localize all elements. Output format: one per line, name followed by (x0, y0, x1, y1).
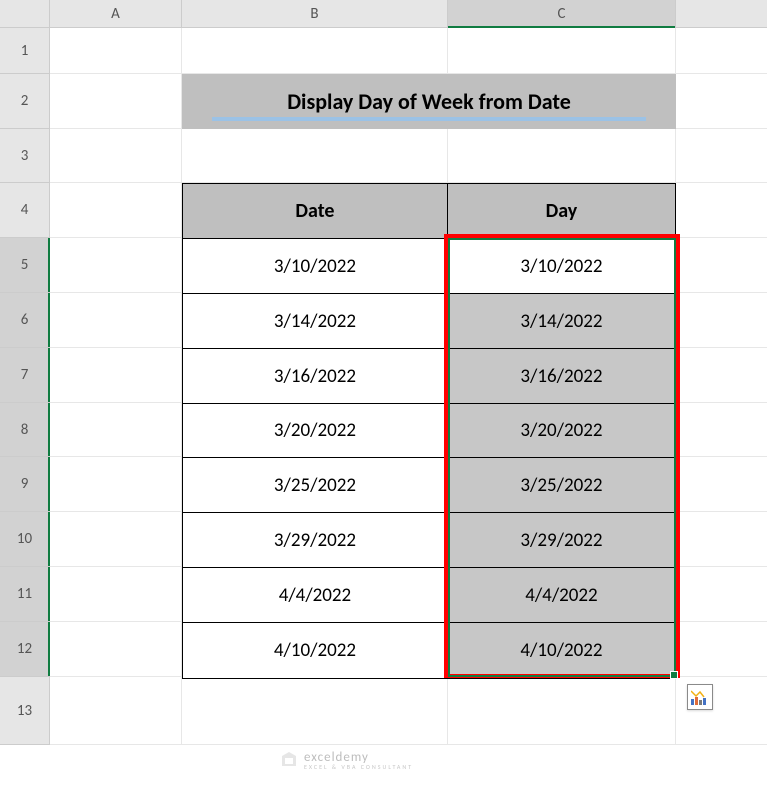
cell-overflow (676, 28, 767, 74)
table-row: 4/10/20224/10/2022 (183, 623, 675, 678)
cell-overflow (676, 238, 767, 293)
row-header-7[interactable]: 7 (0, 348, 50, 403)
row-header-6[interactable]: 6 (0, 293, 50, 348)
quick-analysis-icon (691, 689, 709, 705)
cell-day[interactable]: 4/4/2022 (448, 568, 675, 623)
cell-A5[interactable] (50, 238, 182, 293)
watermark-sub: EXCEL & VBA CONSULTANT (304, 763, 413, 771)
row-header-1[interactable]: 1 (0, 28, 50, 74)
cell-day[interactable]: 3/16/2022 (448, 349, 675, 404)
column-header-overflow (676, 0, 767, 27)
cell-overflow (676, 183, 767, 238)
row-header-5[interactable]: 5 (0, 238, 50, 293)
quick-analysis-button[interactable] (687, 684, 713, 710)
table-body: 3/10/20223/10/20223/14/20223/14/20223/16… (183, 239, 675, 678)
cell-A1[interactable] (50, 28, 182, 74)
table-row: 3/10/20223/10/2022 (183, 239, 675, 294)
cell-day[interactable]: 3/14/2022 (448, 294, 675, 349)
cell-day[interactable]: 3/25/2022 (448, 458, 675, 513)
page-title-text: Display Day of Week from Date (287, 88, 571, 115)
cell-date[interactable]: 3/20/2022 (183, 404, 448, 458)
cell-overflow (676, 74, 767, 129)
column-header-C[interactable]: C (448, 0, 676, 27)
grid-row: 13 (0, 677, 767, 745)
row-header-3[interactable]: 3 (0, 129, 50, 183)
cell-B3[interactable] (182, 129, 448, 183)
cell-date[interactable]: 3/29/2022 (183, 513, 448, 568)
cell-date[interactable]: 3/16/2022 (183, 349, 448, 404)
row-header-4[interactable]: 4 (0, 183, 50, 238)
cell-date[interactable]: 3/25/2022 (183, 458, 448, 513)
cell-A2[interactable] (50, 74, 182, 129)
column-header-A[interactable]: A (50, 0, 182, 27)
col-header-date[interactable]: Date (183, 184, 448, 239)
cell-A12[interactable] (50, 622, 182, 677)
cell-B13[interactable] (182, 677, 448, 745)
table-row: 4/4/20224/4/2022 (183, 568, 675, 623)
cell-C3[interactable] (448, 129, 676, 183)
grid-row: 1 (0, 28, 767, 74)
col-header-day[interactable]: Day (448, 184, 675, 239)
cell-date[interactable]: 4/4/2022 (183, 568, 448, 623)
table-row: 3/14/20223/14/2022 (183, 294, 675, 349)
title-underline (212, 117, 646, 121)
row-header-12[interactable]: 12 (0, 622, 50, 677)
row-header-2[interactable]: 2 (0, 74, 50, 129)
cell-C1[interactable] (448, 28, 676, 74)
spreadsheet: A B C 12345678910111213 Display Day of W… (0, 0, 767, 745)
row-header-13[interactable]: 13 (0, 677, 50, 745)
cell-A3[interactable] (50, 129, 182, 183)
cell-A9[interactable] (50, 457, 182, 512)
cell-A10[interactable] (50, 512, 182, 567)
table-row: 3/20/20223/20/2022 (183, 404, 675, 458)
cell-day[interactable]: 3/29/2022 (448, 513, 675, 568)
cell-overflow (676, 622, 767, 677)
cell-date[interactable]: 4/10/2022 (183, 623, 448, 678)
cell-date[interactable]: 3/10/2022 (183, 239, 448, 294)
cell-A11[interactable] (50, 567, 182, 622)
row-header-10[interactable]: 10 (0, 512, 50, 567)
cell-overflow (676, 129, 767, 183)
cell-overflow (676, 512, 767, 567)
page-title: Display Day of Week from Date (182, 74, 676, 129)
cell-day[interactable]: 3/10/2022 (448, 239, 675, 294)
cell-overflow (676, 403, 767, 457)
data-table: Date Day 3/10/20223/10/20223/14/20223/14… (182, 183, 676, 679)
cell-B1[interactable] (182, 28, 448, 74)
table-header-row: Date Day (183, 184, 675, 239)
cell-A6[interactable] (50, 293, 182, 348)
select-all-corner[interactable] (0, 0, 50, 27)
cell-overflow (676, 567, 767, 622)
cell-overflow (676, 293, 767, 348)
table-row: 3/16/20223/16/2022 (183, 349, 675, 404)
cell-A13[interactable] (50, 677, 182, 745)
watermark: exceldemy EXCEL & VBA CONSULTANT (280, 750, 413, 771)
table-row: 3/29/20223/29/2022 (183, 513, 675, 568)
row-header-11[interactable]: 11 (0, 567, 50, 622)
cell-day[interactable]: 4/10/2022 (448, 623, 675, 678)
cell-A4[interactable] (50, 183, 182, 238)
watermark-icon (280, 752, 298, 770)
cell-overflow (676, 457, 767, 512)
cell-C13[interactable] (448, 677, 676, 745)
cell-day[interactable]: 3/20/2022 (448, 404, 675, 458)
cell-A7[interactable] (50, 348, 182, 403)
row-header-8[interactable]: 8 (0, 403, 50, 457)
grid-row: 3 (0, 129, 767, 183)
row-header-9[interactable]: 9 (0, 457, 50, 512)
cell-overflow (676, 348, 767, 403)
cell-A8[interactable] (50, 403, 182, 457)
cell-date[interactable]: 3/14/2022 (183, 294, 448, 349)
column-header-row: A B C (0, 0, 767, 28)
column-header-B[interactable]: B (182, 0, 448, 27)
table-row: 3/25/20223/25/2022 (183, 458, 675, 513)
